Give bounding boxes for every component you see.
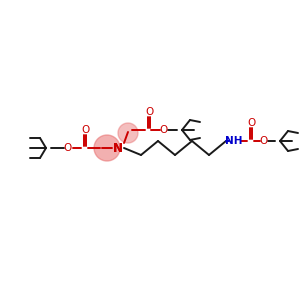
- Circle shape: [94, 135, 120, 161]
- Text: O: O: [145, 107, 153, 117]
- Circle shape: [118, 123, 138, 143]
- Text: NH: NH: [225, 136, 243, 146]
- Text: O: O: [247, 118, 255, 128]
- Text: O: O: [260, 136, 268, 146]
- Text: N: N: [113, 142, 123, 154]
- Text: N: N: [113, 142, 123, 154]
- Text: O: O: [64, 143, 72, 153]
- Text: O: O: [160, 125, 168, 135]
- Text: O: O: [81, 125, 89, 135]
